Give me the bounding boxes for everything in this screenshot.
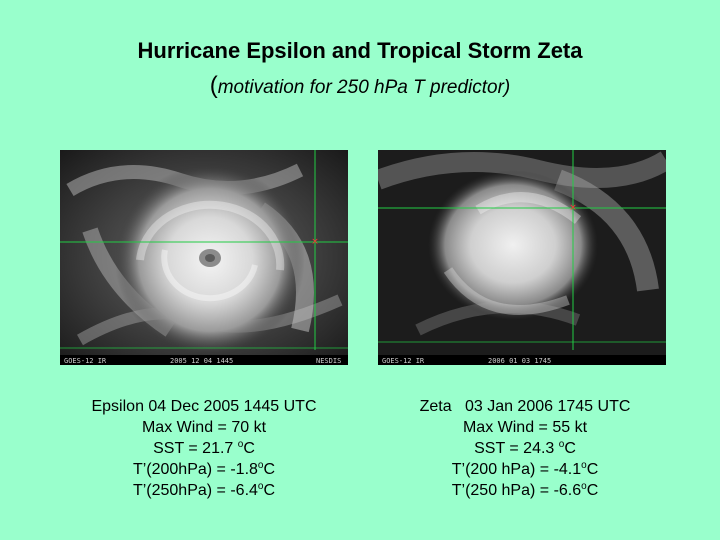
epsilon-max-wind: Max Wind = 70 kt (141, 419, 267, 436)
epsilon-footer-time: 2005 12 04 1445 (170, 357, 233, 365)
zeta-sst: SST = 24.3 oC (375, 438, 675, 459)
epsilon-sst-value: SST = 21.7 (153, 440, 238, 457)
zeta-max-wind: Max Wind = 55 kt (462, 419, 588, 436)
zeta-sst-value: SST = 24.3 (474, 440, 559, 457)
zeta-caption: Zeta 03 Jan 2006 1745 UTC Max Wind = 55 … (375, 396, 675, 501)
epsilon-caption: Epsilon 04 Dec 2005 1445 UTC Max Wind = … (54, 396, 354, 501)
zeta-satellite-image: × GOES-12 IR 2006 01 03 1745 (378, 150, 666, 365)
zeta-t200-value: T’(200 hPa) = -4.1 (451, 461, 582, 478)
unit: C (263, 461, 276, 478)
zeta-t250-value: T’(250 hPa) = -6.6 (451, 482, 582, 499)
svg-text:×: × (569, 203, 577, 213)
unit: C (586, 482, 599, 499)
epsilon-t250: T’(250hPa) = -6.4oC (54, 480, 354, 501)
epsilon-t250-value: T’(250hPa) = -6.4 (132, 482, 258, 499)
zeta-footer-time: 2006 01 03 1745 (488, 357, 551, 365)
unit: C (564, 440, 576, 457)
degree-sup: o (257, 481, 264, 492)
zeta-t250: T’(250 hPa) = -6.6oC (375, 480, 675, 501)
degree-sup: o (581, 460, 587, 471)
epsilon-footer-left: GOES-12 IR (64, 357, 107, 365)
slide-title: Hurricane Epsilon and Tropical Storm Zet… (137, 38, 583, 63)
epsilon-date-line: Epsilon 04 Dec 2005 1445 UTC (91, 398, 317, 415)
subtitle-paren: ( (209, 72, 218, 99)
degree-sup: o (558, 439, 565, 450)
epsilon-satellite-image: × GOES-12 IR 2005 12 04 1445 NESDIS (60, 150, 348, 365)
degree-sup: o (237, 439, 244, 450)
epsilon-t200-value: T’(200hPa) = -1.8 (132, 461, 258, 478)
epsilon-footer-tag: NESDIS (316, 357, 341, 365)
zeta-t200: T’(200 hPa) = -4.1oC (375, 459, 675, 480)
unit: C (586, 461, 599, 478)
svg-text:×: × (311, 237, 319, 247)
degree-sup: o (257, 460, 264, 471)
epsilon-t200: T’(200hPa) = -1.8oC (54, 459, 354, 480)
slide-subtitle: (motivation for 250 hPa T predictor) (0, 74, 720, 100)
zeta-date-line: Zeta 03 Jan 2006 1745 UTC (419, 398, 631, 415)
unit: C (243, 440, 255, 457)
zeta-footer-left: GOES-12 IR (382, 357, 425, 365)
unit: C (263, 482, 276, 499)
subtitle-text: motivation for 250 hPa T predictor) (217, 77, 511, 98)
degree-sup: o (581, 481, 587, 492)
epsilon-sst: SST = 21.7 oC (54, 438, 354, 459)
